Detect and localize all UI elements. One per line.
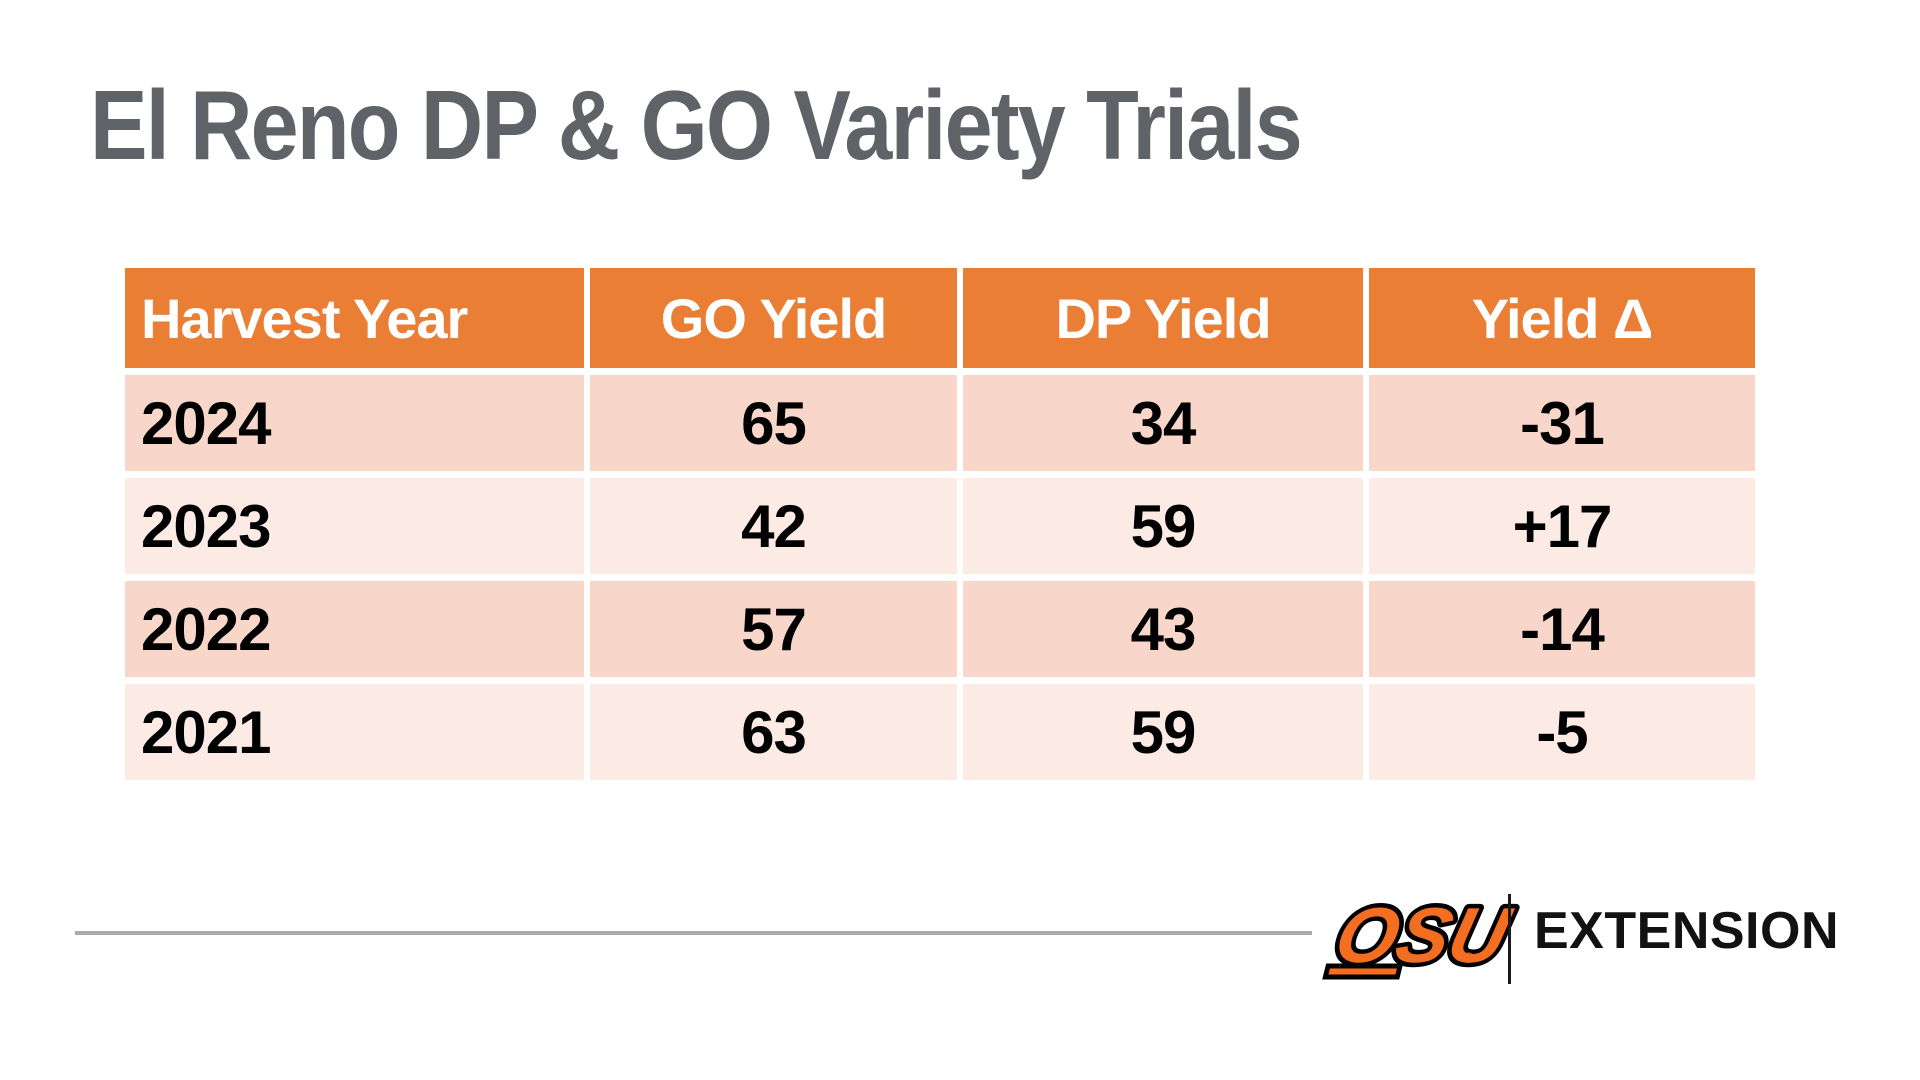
variety-trials-table: Harvest Year GO Yield DP Yield Yield Δ 2… [125,268,1755,780]
column-header-yield-delta: Yield Δ [1369,268,1755,368]
page-title: El Reno DP & GO Variety Trials [90,70,1303,180]
osu-logo-underline [1322,963,1404,980]
footer-divider-line [75,931,1312,935]
column-header-go-yield: GO Yield [590,268,957,368]
yield-delta-cell: -14 [1369,581,1755,677]
yield-delta-cell: -31 [1369,375,1755,471]
extension-wordmark: EXTENSION [1534,902,1839,960]
year-cell: 2021 [125,684,584,780]
go-yield-cell: 42 [590,478,957,574]
yield-delta-cell: -5 [1369,684,1755,780]
osu-logo-text: OSU [1327,891,1520,979]
dp-yield-cell: 59 [963,684,1363,780]
column-header-harvest-year: Harvest Year [125,268,584,368]
logo-divider [1508,894,1511,984]
year-cell: 2024 [125,375,584,471]
go-yield-cell: 65 [590,375,957,471]
dp-yield-cell: 59 [963,478,1363,574]
go-yield-cell: 63 [590,684,957,780]
year-cell: 2023 [125,478,584,574]
dp-yield-cell: 34 [963,375,1363,471]
year-cell: 2022 [125,581,584,677]
column-header-dp-yield: DP Yield [963,268,1363,368]
dp-yield-cell: 43 [963,581,1363,677]
osu-logo: OSU [1322,887,1524,983]
yield-delta-cell: +17 [1369,478,1755,574]
go-yield-cell: 57 [590,581,957,677]
registered-trademark: ® [1463,950,1475,967]
